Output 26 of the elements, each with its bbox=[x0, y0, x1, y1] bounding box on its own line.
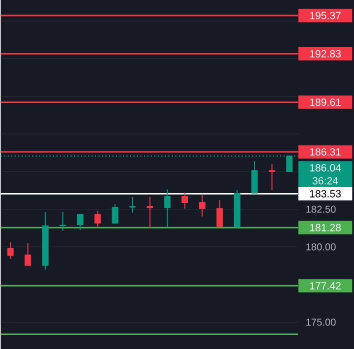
text: 36:24 bbox=[312, 176, 338, 184]
ref-line-label: 195.37 bbox=[310, 12, 341, 20]
candlestick bbox=[268, 163, 276, 190]
candlestick bbox=[94, 210, 101, 228]
candlestick bbox=[164, 188, 171, 228]
ref-line-label: 177.42 bbox=[310, 282, 341, 290]
candlestick bbox=[60, 211, 66, 231]
candlestick bbox=[146, 196, 154, 229]
y-tick-label: 175.00 bbox=[306, 318, 336, 326]
candlestick bbox=[7, 242, 14, 260]
ref-line-label: 189.61 bbox=[310, 98, 341, 106]
y-tick-label: 182.50 bbox=[306, 206, 336, 213]
candlestick bbox=[24, 242, 32, 266]
ref-line-label: 186.31 bbox=[310, 148, 341, 156]
candlestick bbox=[129, 196, 136, 214]
candlestick bbox=[199, 194, 206, 217]
candlestick bbox=[76, 213, 84, 230]
ref-line-label: 181.28 bbox=[310, 224, 341, 232]
candlestick bbox=[251, 160, 258, 194]
ref-line-label: 192.83 bbox=[310, 50, 341, 58]
y-tick-label: 180.00 bbox=[306, 243, 336, 250]
ref-line-label: 186.04 bbox=[310, 164, 341, 172]
candlestick bbox=[182, 192, 188, 210]
candlestick bbox=[216, 199, 223, 228]
candlestick bbox=[112, 204, 118, 224]
ref-line-label: 183.53 bbox=[310, 190, 341, 198]
